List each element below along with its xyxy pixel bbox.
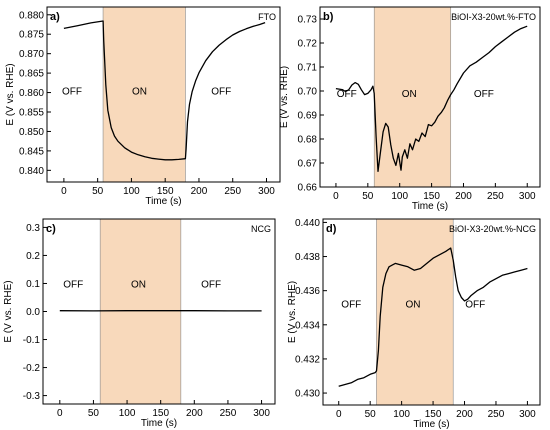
- plot-frame: [46, 6, 281, 183]
- y-tick-label: 0.436: [295, 286, 320, 297]
- x-tick-label: 250: [487, 191, 504, 202]
- sample-name: BiOI-X3-20wt.%-NCG: [449, 224, 536, 234]
- y-tick-label: 0.850: [19, 127, 44, 138]
- x-tick-label: 50: [88, 408, 100, 419]
- on-label: ON: [131, 280, 146, 291]
- x-tick-label: 300: [253, 408, 270, 419]
- x-tick-label: 0: [61, 186, 67, 197]
- on-label: ON: [132, 87, 147, 98]
- off-label: OFF: [211, 87, 231, 98]
- y-tick-label: 0.875: [19, 30, 44, 41]
- y-tick-label: 0.70: [298, 87, 318, 98]
- x-axis-label: Time (s): [413, 419, 449, 430]
- x-axis-label: Time (s): [145, 196, 181, 207]
- x-tick-label: 0: [336, 409, 342, 420]
- x-tick-label: 250: [220, 408, 237, 419]
- y-tick-label: -0.2: [23, 363, 41, 374]
- panel-tag: b): [323, 11, 334, 23]
- on-label: ON: [402, 89, 417, 100]
- y-tick-label: 0.67: [298, 159, 318, 170]
- off-label: OFF: [465, 300, 485, 311]
- y-tick-label: 0.880: [19, 10, 44, 21]
- panel-tag: c): [46, 223, 56, 235]
- x-tick-label: 250: [488, 409, 505, 420]
- y-axis-label: E (V vs. RHE): [3, 280, 14, 342]
- off-label: OFF: [474, 89, 494, 100]
- off-label: OFF: [341, 300, 361, 311]
- y-axis-label: E (V vs. RHE): [287, 281, 298, 343]
- potential-series-line: [335, 25, 528, 173]
- y-tick-label: 0.72: [298, 39, 318, 50]
- potential-series-line: [63, 20, 266, 161]
- x-tick-label: 150: [152, 408, 169, 419]
- y-tick-label: 0.855: [19, 108, 44, 119]
- x-tick-label: 250: [224, 186, 241, 197]
- x-tick-label: 100: [393, 409, 410, 420]
- x-axis-label: Time (s): [141, 418, 177, 429]
- plot-frame: [319, 6, 541, 188]
- x-tick-label: 0: [57, 408, 63, 419]
- y-tick-label: 0.69: [298, 111, 318, 122]
- sample-name: FTO: [258, 12, 276, 22]
- y-axis-label: E (V vs. RHE): [5, 63, 16, 125]
- x-tick-label: 100: [391, 191, 408, 202]
- y-tick-label: 0.438: [295, 252, 320, 263]
- x-tick-label: 50: [92, 186, 104, 197]
- x-tick-label: 300: [258, 186, 275, 197]
- x-tick-label: 200: [186, 408, 203, 419]
- y-tick-label: 0.3: [26, 223, 40, 234]
- sample-name: BiOI-X3-20wt.%-FTO: [451, 12, 536, 22]
- plot-frame: [322, 218, 541, 406]
- y-tick-label: 0.1: [26, 279, 40, 290]
- panel-tag: a): [50, 11, 60, 23]
- sample-name: NCG: [251, 224, 271, 234]
- potential-series-line: [338, 247, 528, 387]
- y-tick-label: 0.430: [295, 389, 320, 400]
- y-tick-label: 0.73: [298, 15, 318, 26]
- x-tick-label: 200: [456, 409, 473, 420]
- x-tick-label: 200: [455, 191, 472, 202]
- y-tick-label: -0.3: [23, 391, 41, 402]
- y-tick-label: 0.434: [295, 320, 320, 331]
- y-tick-label: 0.440: [295, 218, 320, 229]
- x-tick-label: 150: [425, 409, 442, 420]
- y-tick-label: 0.2: [26, 251, 40, 262]
- light-on-region: [99, 218, 182, 405]
- light-on-region: [373, 6, 452, 188]
- y-tick-label: 0.845: [19, 146, 44, 157]
- off-label: OFF: [201, 280, 221, 291]
- light-on-region: [102, 6, 186, 183]
- y-tick-label: -0.1: [23, 335, 41, 346]
- y-tick-label: 0.870: [19, 49, 44, 60]
- y-tick-label: 0.865: [19, 69, 44, 80]
- x-tick-label: 150: [157, 186, 174, 197]
- x-tick-label: 50: [362, 191, 374, 202]
- off-label: OFF: [63, 280, 83, 291]
- y-tick-label: 0.66: [298, 183, 318, 194]
- x-tick-label: 200: [191, 186, 208, 197]
- x-tick-label: 50: [365, 409, 377, 420]
- panel-tag: d): [326, 223, 337, 235]
- x-tick-label: 0: [333, 191, 339, 202]
- light-on-region: [376, 218, 454, 406]
- y-tick-label: 0.840: [19, 166, 44, 177]
- y-tick-label: 0.432: [295, 354, 320, 365]
- x-tick-label: 100: [119, 408, 136, 419]
- y-tick-label: 0.71: [298, 63, 318, 74]
- x-tick-label: 300: [519, 191, 536, 202]
- y-axis-label: E (V vs. RHE): [279, 66, 290, 128]
- x-tick-label: 300: [519, 409, 536, 420]
- x-axis-label: Time (s): [412, 201, 448, 212]
- y-tick-label: 0.0: [26, 307, 40, 318]
- y-tick-label: 0.860: [19, 88, 44, 99]
- off-label: OFF: [62, 87, 82, 98]
- on-label: ON: [405, 300, 420, 311]
- x-tick-label: 100: [123, 186, 140, 197]
- off-label: OFF: [337, 89, 357, 100]
- y-tick-label: 0.68: [298, 135, 318, 146]
- x-tick-label: 150: [423, 191, 440, 202]
